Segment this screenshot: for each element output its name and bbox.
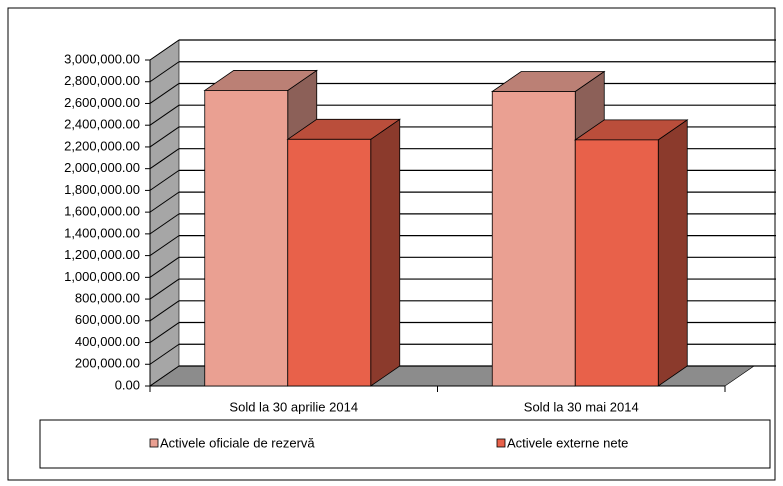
legend-swatch xyxy=(149,438,159,448)
legend-box xyxy=(39,419,771,469)
y-tick-label: 1,000,000.00 xyxy=(64,269,140,284)
bar-side xyxy=(657,119,688,387)
y-tick-label: 3,000,000.00 xyxy=(64,51,140,66)
y-tick-label: 2,800,000.00 xyxy=(64,73,140,88)
grid-line xyxy=(149,300,180,322)
grid-line xyxy=(149,61,180,83)
grid-line xyxy=(149,322,180,343)
x-tick-label: Sold la 30 mai 2014 xyxy=(524,399,639,414)
grid-line xyxy=(149,104,180,126)
y-tick-label: 1,600,000.00 xyxy=(64,204,140,219)
grid-line xyxy=(149,191,180,213)
y-tick-label: 1,200,000.00 xyxy=(64,247,140,262)
side-wall xyxy=(149,39,180,387)
grid-line xyxy=(149,278,180,300)
grid-line xyxy=(149,83,180,104)
x-tick-label: Sold la 30 aprilie 2014 xyxy=(229,399,358,414)
bar xyxy=(491,91,576,387)
y-tick-label: 200,000.00 xyxy=(75,356,140,371)
bar-side xyxy=(370,118,401,387)
y-tick-label: 2,000,000.00 xyxy=(64,160,140,175)
grid-line xyxy=(149,235,180,257)
y-tick-label: 600,000.00 xyxy=(75,312,140,327)
bar xyxy=(287,138,372,387)
grid-line xyxy=(149,39,180,61)
legend-swatch xyxy=(496,438,506,448)
legend-label: Activele oficiale de rezervă xyxy=(160,435,315,450)
y-tick-label: 2,400,000.00 xyxy=(64,117,140,132)
grid-line xyxy=(149,365,180,387)
y-tick-label: 2,200,000.00 xyxy=(64,138,140,153)
bar xyxy=(574,139,659,387)
y-tick-label: 800,000.00 xyxy=(75,291,140,306)
grid-line xyxy=(149,169,180,191)
y-tick-label: 1,400,000.00 xyxy=(64,225,140,240)
y-tick-label: 0.00 xyxy=(115,377,140,392)
grid-line xyxy=(149,343,180,365)
y-tick-label: 1,800,000.00 xyxy=(64,182,140,197)
grid-line xyxy=(149,126,180,148)
grid-line xyxy=(149,213,180,235)
y-tick-label: 2,600,000.00 xyxy=(64,95,140,110)
y-tick-label: 400,000.00 xyxy=(75,334,140,349)
legend-label: Activele externe nete xyxy=(507,435,628,450)
grid-line xyxy=(149,148,180,170)
grid-line xyxy=(149,256,180,278)
bar xyxy=(204,90,289,387)
